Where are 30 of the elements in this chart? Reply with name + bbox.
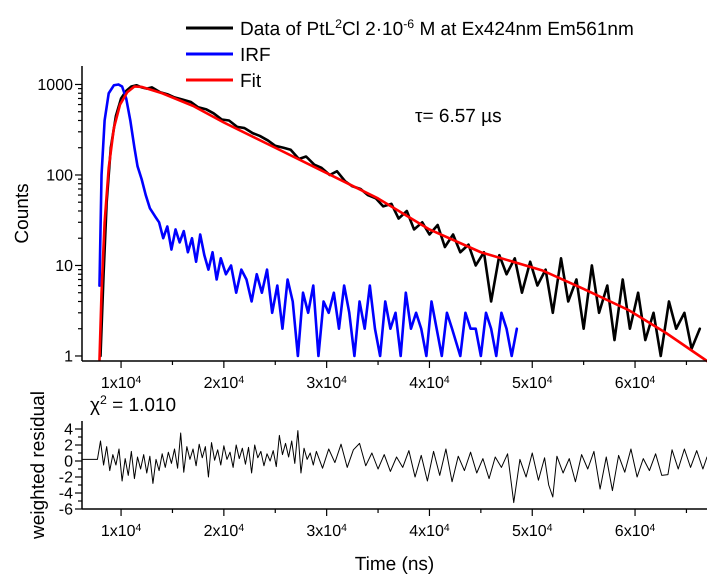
x-tick-label: 5x10$^{4}$ bbox=[512, 374, 553, 392]
y-tick-label: 2 bbox=[64, 438, 74, 454]
x-tick-label: 6x10$^{4}$ bbox=[614, 522, 656, 540]
x-axis-title: Time (ns) bbox=[354, 554, 434, 575]
y-tick-label: -4 bbox=[58, 486, 74, 502]
y-axis-title: Counts bbox=[12, 183, 33, 244]
x-tick-label: 4x10$^{4}$ bbox=[409, 374, 450, 392]
legend-label: IRF bbox=[240, 45, 271, 66]
x-tick-label: 2x10$^{4}$ bbox=[204, 374, 244, 392]
y-tick-label: 1000 bbox=[37, 76, 74, 94]
x-tick-label: 1x10$^{4}$ bbox=[100, 374, 142, 392]
annotation: τ= 6.57 µs bbox=[415, 106, 502, 127]
x-tick-label: 5x10$^{4}$ bbox=[512, 522, 553, 540]
legend-label: Data of PtL$^{2}$Cl 2·10$^{-6}$ M at Ex424nm Em561nm bbox=[240, 17, 634, 40]
y-tick-label: -2 bbox=[58, 470, 74, 486]
x-tick-label: 1x10$^{4}$ bbox=[100, 522, 142, 540]
x-tick-label: 2x10$^{4}$ bbox=[204, 522, 244, 540]
y-tick-label: -6 bbox=[58, 502, 74, 518]
y-tick-label: 100 bbox=[46, 167, 74, 184]
y-axis-title: weighted residual bbox=[28, 391, 49, 540]
x-tick-label: 6x10$^{4}$ bbox=[614, 374, 656, 392]
x-tick-label: 3x10$^{4}$ bbox=[306, 374, 348, 392]
y-tick-label: 1 bbox=[64, 348, 74, 366]
y-tick-label: 0 bbox=[64, 454, 74, 470]
y-tick-label: 4 bbox=[64, 422, 74, 438]
legend-label: Fit bbox=[240, 71, 262, 92]
text: χ$^{2}$ = 1.010 bbox=[90, 393, 176, 416]
x-tick-label: 3x10$^{4}$ bbox=[306, 522, 348, 540]
y-tick-label: 10 bbox=[55, 258, 74, 275]
x-tick-label: 4x10$^{4}$ bbox=[409, 522, 450, 540]
